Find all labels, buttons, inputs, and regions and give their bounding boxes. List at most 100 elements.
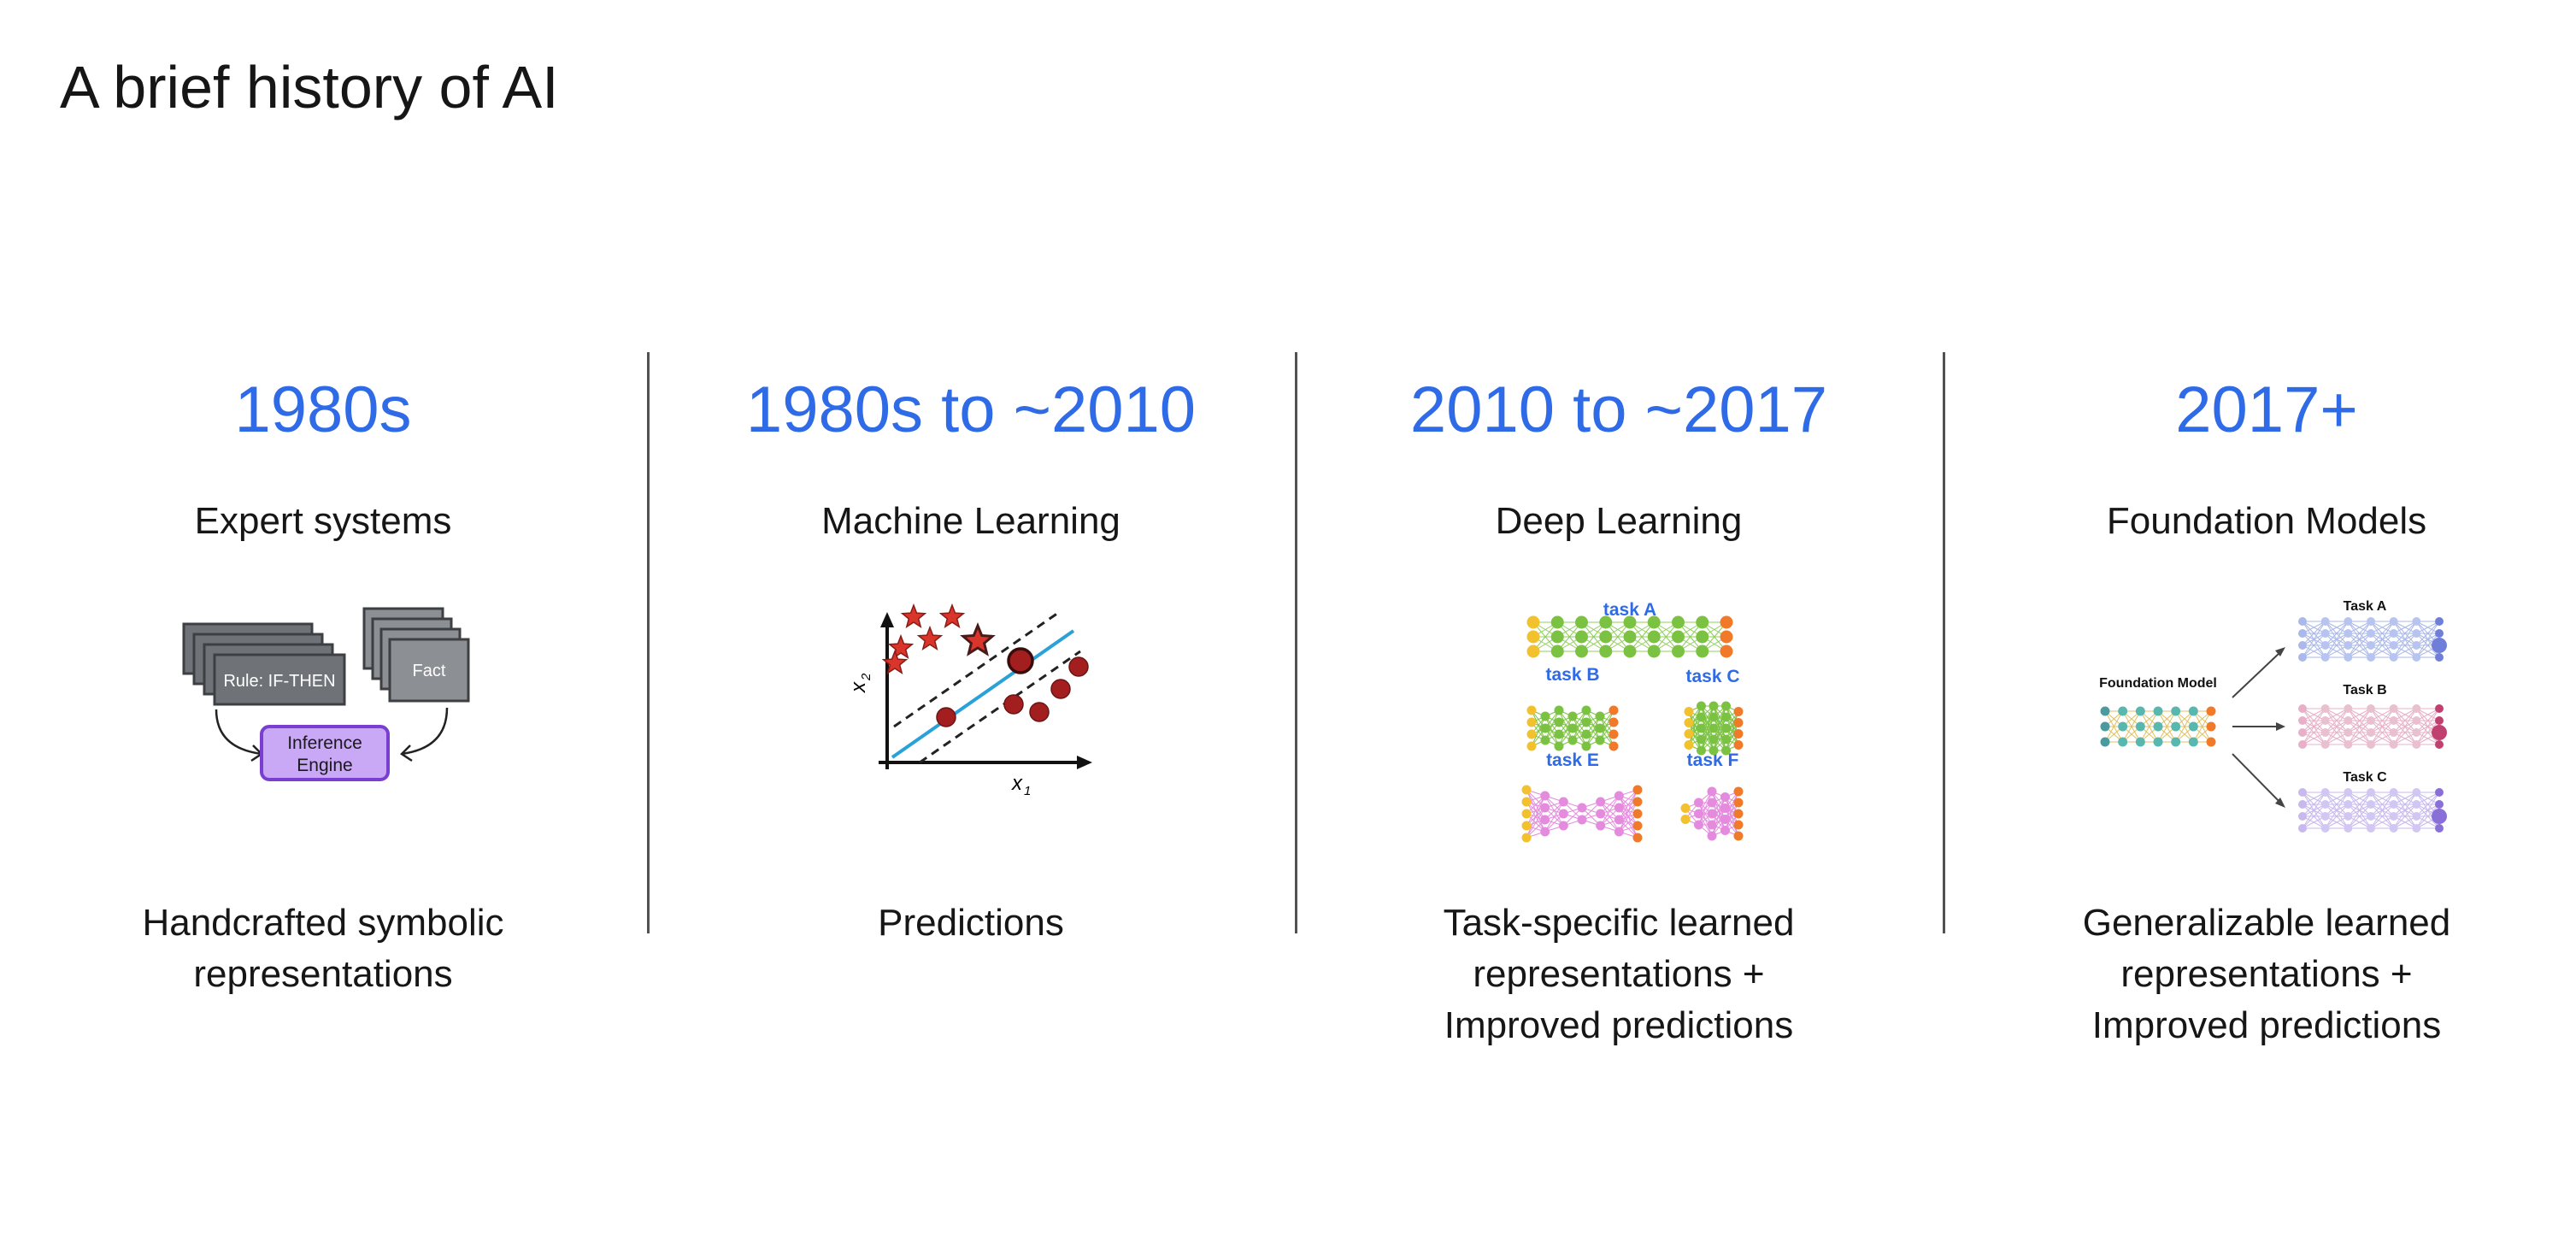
net-node — [1733, 729, 1744, 739]
net-edge — [2104, 710, 2124, 743]
net-node — [2344, 800, 2353, 809]
net-edge — [2302, 633, 2326, 658]
net-edge — [1544, 801, 1564, 833]
net-node — [2412, 704, 2421, 713]
net-node — [2188, 737, 2198, 747]
net-edge — [1618, 801, 1638, 833]
net-edge — [2416, 708, 2440, 721]
rule-arrow — [215, 709, 262, 756]
task-output-node — [2432, 809, 2447, 824]
net-edge — [2325, 708, 2349, 721]
net-edge — [2415, 792, 2440, 817]
net-node — [2135, 706, 2145, 716]
net-node — [1721, 712, 1731, 722]
net-node — [2153, 737, 2163, 747]
net-node — [1614, 803, 1624, 813]
net-edge — [2325, 792, 2349, 829]
neural-net — [1684, 701, 1744, 756]
net-edge — [2415, 792, 2440, 829]
net-node — [2298, 824, 2307, 833]
net-node — [1540, 815, 1550, 825]
circle-point — [1007, 647, 1034, 674]
net-node — [1709, 712, 1719, 722]
net-node — [2412, 716, 2421, 725]
net-node — [2135, 737, 2145, 747]
era-description: Task-specific learned representations + … — [1303, 898, 1935, 1051]
net-node — [2320, 716, 2330, 725]
net-node — [1550, 630, 1564, 644]
net-node — [1596, 821, 1606, 831]
net-node — [1540, 827, 1550, 837]
net-edge — [2415, 621, 2440, 646]
net-edge — [2348, 732, 2372, 745]
net-edge — [1526, 795, 1546, 827]
net-node — [1733, 718, 1744, 727]
net-node — [2435, 617, 2444, 626]
net-node — [2367, 617, 2375, 626]
net-edge — [2347, 633, 2372, 658]
net-node — [2412, 812, 2421, 821]
net-node — [2367, 800, 2375, 809]
net-node — [2118, 721, 2128, 732]
net-node — [2320, 653, 2330, 662]
net-edge — [2302, 732, 2326, 745]
net-node — [1599, 644, 1613, 658]
description-line: Predictions — [878, 902, 1064, 944]
net-node — [1721, 734, 1731, 745]
era-label: Deep Learning — [1495, 500, 1743, 542]
net-node — [2412, 800, 2421, 809]
net-node — [2367, 740, 2375, 749]
net-edge — [2348, 644, 2372, 658]
neural-net — [2298, 704, 2444, 749]
net-node — [2412, 641, 2421, 650]
net-edge — [2348, 792, 2372, 805]
net-edge — [2325, 708, 2349, 733]
net-node — [2298, 740, 2307, 749]
star-point — [887, 633, 915, 659]
net-edge — [2415, 708, 2440, 733]
net-node — [1581, 717, 1591, 727]
net-edge — [2325, 708, 2349, 745]
x2-label: x 2 — [847, 673, 873, 693]
net-edge — [2302, 792, 2326, 829]
net-node — [1697, 701, 1706, 711]
net-edge — [2415, 708, 2440, 745]
column-machine-learning: 1980s to ~2010 Machine Learning x 1 x 2 … — [655, 368, 1287, 944]
net-edge — [2415, 803, 2440, 829]
net-node — [1609, 705, 1619, 715]
net-edge — [1725, 791, 1739, 831]
description-line: Generalizable learned — [2082, 902, 2451, 944]
net-node — [1707, 798, 1717, 808]
net-node — [1526, 705, 1537, 715]
neural-net — [1680, 786, 1744, 841]
inference-engine-box — [260, 725, 390, 781]
task-b-label: task B — [1545, 665, 1599, 685]
net-node — [1707, 831, 1717, 841]
era-label: Machine Learning — [821, 500, 1120, 542]
net-node — [1526, 741, 1537, 751]
net-node — [2344, 812, 2353, 821]
net-edge — [2192, 710, 2212, 743]
net-node — [2367, 812, 2375, 821]
net-edge — [2302, 708, 2326, 745]
circle-point — [1050, 679, 1071, 699]
net-node — [1595, 723, 1605, 733]
net-node — [1721, 723, 1731, 733]
net-node — [1707, 786, 1717, 797]
net-node — [1709, 701, 1719, 711]
net-node — [1575, 630, 1588, 644]
net-node — [2367, 653, 2375, 662]
net-node — [1595, 711, 1605, 721]
net-node — [2344, 617, 2353, 626]
net-edge — [2302, 792, 2326, 805]
net-node — [1647, 644, 1661, 658]
net-node — [2435, 788, 2444, 797]
task-b-label: Task B — [2343, 683, 2386, 697]
net-node — [1554, 741, 1564, 751]
net-node — [1647, 630, 1661, 644]
net-node — [1623, 615, 1637, 629]
task-e-label: task E — [1546, 750, 1599, 770]
net-node — [1526, 644, 1540, 658]
net-node — [2320, 824, 2330, 833]
net-edge — [1558, 715, 1573, 747]
